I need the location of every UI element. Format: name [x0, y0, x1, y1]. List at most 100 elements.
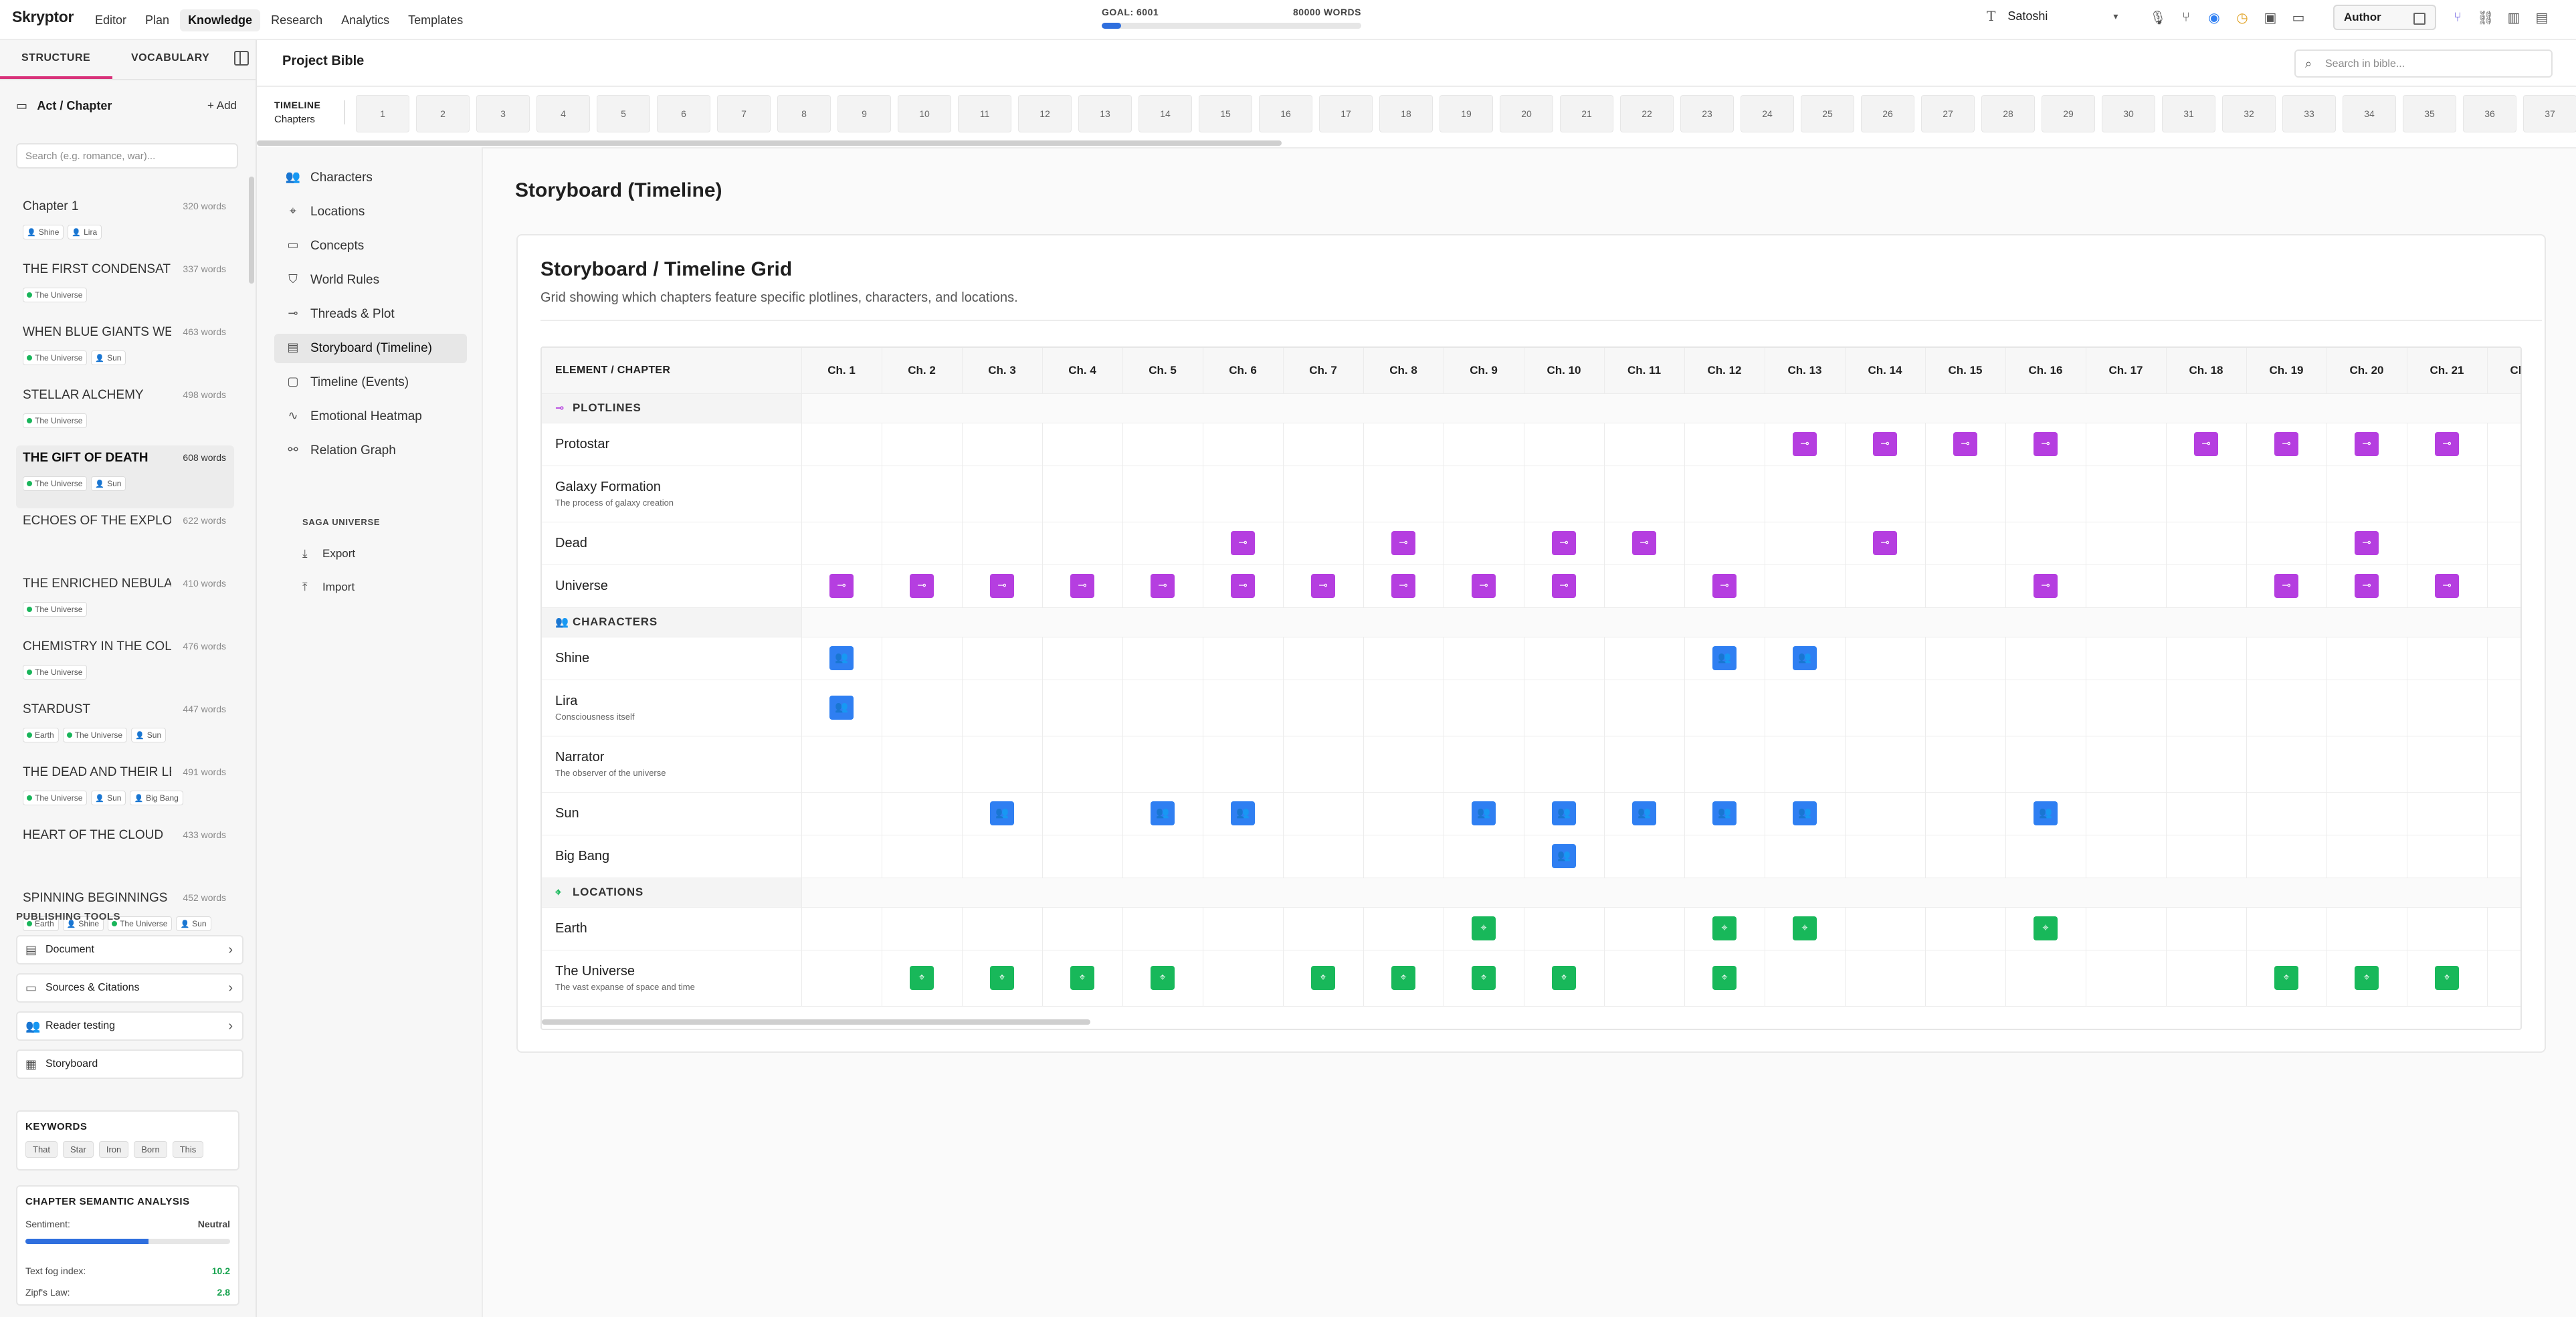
- timeline-chapter-cell[interactable]: 25: [1801, 95, 1854, 132]
- chapter-item[interactable]: THE DEAD AND THEIR LEGACY 491 words The Un…: [16, 760, 234, 823]
- grid-cell[interactable]: [2407, 792, 2488, 835]
- chapter-item[interactable]: ECHOES OF THE EXPLOSION 622 words: [16, 508, 234, 571]
- grid-cell[interactable]: 👥: [1765, 637, 1846, 680]
- grid-cell[interactable]: [2005, 637, 2086, 680]
- grid-cell[interactable]: [2166, 466, 2247, 522]
- chapter-column-header[interactable]: Ch. 11: [1604, 348, 1685, 394]
- plotline-marker[interactable]: ⊸: [1552, 531, 1576, 555]
- grid-cell[interactable]: [2246, 736, 2327, 793]
- grid-cell[interactable]: [1604, 423, 1685, 466]
- grid-cell[interactable]: [2005, 835, 2086, 878]
- grid-cell[interactable]: [1604, 637, 1685, 680]
- grid-cell[interactable]: [962, 637, 1043, 680]
- character-marker[interactable]: 👥: [829, 646, 854, 670]
- row-label[interactable]: Sun: [542, 792, 802, 835]
- location-marker[interactable]: ⌖: [910, 966, 934, 990]
- grid-cell[interactable]: [2487, 680, 2520, 736]
- location-marker[interactable]: ⌖: [1552, 966, 1576, 990]
- tag-chip[interactable]: Earth: [23, 728, 59, 742]
- chapter-item[interactable]: HEART OF THE CLOUD 433 words: [16, 823, 234, 886]
- chapter-item[interactable]: WHEN BLUE GIANTS WERE 463 words The Univer…: [16, 320, 234, 383]
- nav-item-analytics[interactable]: Analytics: [341, 13, 390, 27]
- grid-cell[interactable]: [1122, 423, 1203, 466]
- grid-cell[interactable]: [1925, 835, 2006, 878]
- grid-cell[interactable]: [2326, 792, 2407, 835]
- publishing-item[interactable]: ▭ Sources & Citations ›: [16, 973, 243, 1003]
- plotline-marker[interactable]: ⊸: [1151, 574, 1175, 598]
- grid-cell[interactable]: [1845, 907, 1926, 950]
- publishing-item[interactable]: 👥 Reader testing ›: [16, 1011, 243, 1041]
- grid-cell[interactable]: ⌖: [962, 950, 1043, 1007]
- timeline-chapter-cell[interactable]: 20: [1500, 95, 1553, 132]
- grid-cell[interactable]: ⌖: [1684, 950, 1765, 1007]
- grid-cell[interactable]: 👥: [1524, 835, 1605, 878]
- bible-nav-relation-graph[interactable]: ⚯ Relation Graph: [274, 436, 467, 466]
- grid-cell[interactable]: [2487, 835, 2520, 878]
- character-marker[interactable]: 👥: [829, 696, 854, 720]
- plotline-marker[interactable]: ⊸: [990, 574, 1014, 598]
- grid-cell[interactable]: [1444, 522, 1524, 565]
- grid-cell[interactable]: [1604, 907, 1685, 950]
- microphone-icon[interactable]: 🎙: [2149, 10, 2167, 25]
- grid-cell[interactable]: [2086, 736, 2167, 793]
- grid-cell[interactable]: 👥: [962, 792, 1043, 835]
- timeline-chapter-cell[interactable]: 12: [1018, 95, 1072, 132]
- grid-cell[interactable]: [2166, 680, 2247, 736]
- grid-cell[interactable]: [2326, 637, 2407, 680]
- grid-cell[interactable]: [2086, 522, 2167, 565]
- grid-cell[interactable]: ⊸: [1524, 522, 1605, 565]
- grid-cell[interactable]: [2246, 835, 2327, 878]
- chapter-item[interactable]: STELLAR ALCHEMY 498 words The Universe: [16, 383, 234, 445]
- grid-cell[interactable]: [1765, 736, 1846, 793]
- chapter-column-header[interactable]: Ch. 10: [1524, 348, 1605, 394]
- chapter-column-header[interactable]: Ch. 21: [2407, 348, 2488, 394]
- grid-cell[interactable]: [962, 907, 1043, 950]
- location-marker[interactable]: ⌖: [2274, 966, 2298, 990]
- timeline-chapter-cell[interactable]: 34: [2343, 95, 2396, 132]
- chapter-column-header[interactable]: Ch. 15: [1925, 348, 2006, 394]
- timeline-chapter-cell[interactable]: 11: [958, 95, 1011, 132]
- chapter-column-header[interactable]: Ch. 7: [1283, 348, 1364, 394]
- timeline-chapter-cell[interactable]: 21: [1560, 95, 1613, 132]
- grid-cell[interactable]: [1845, 736, 1926, 793]
- grid-cell[interactable]: [801, 835, 882, 878]
- grid-cell[interactable]: ⌖: [1122, 950, 1203, 1007]
- grid-cell[interactable]: ⊸: [1203, 522, 1284, 565]
- character-marker[interactable]: 👥: [1793, 801, 1817, 825]
- grid-cell[interactable]: [1042, 907, 1123, 950]
- grid-cell[interactable]: [1845, 950, 1926, 1007]
- sidebar-collapse-icon[interactable]: [234, 51, 249, 66]
- grid-cell[interactable]: ⊸: [2166, 423, 2247, 466]
- timeline-chapter-cell[interactable]: 22: [1620, 95, 1674, 132]
- grid-cell[interactable]: [1122, 907, 1203, 950]
- location-marker[interactable]: ⌖: [1793, 916, 1817, 940]
- location-marker[interactable]: ⌖: [2355, 966, 2379, 990]
- grid-cell[interactable]: [2086, 680, 2167, 736]
- grid-cell[interactable]: ⊸: [882, 565, 963, 608]
- grid-cell[interactable]: [1283, 835, 1364, 878]
- grid-cell[interactable]: [882, 637, 963, 680]
- grid-cell[interactable]: [1122, 522, 1203, 565]
- chapter-column-header[interactable]: Ch. 19: [2246, 348, 2327, 394]
- grid-cell[interactable]: [1925, 736, 2006, 793]
- character-marker[interactable]: 👥: [1712, 646, 1737, 670]
- grid-cell[interactable]: ⌖: [1444, 907, 1524, 950]
- app-logo[interactable]: Skryptor: [12, 8, 74, 25]
- plotline-marker[interactable]: ⊸: [829, 574, 854, 598]
- grid-cell[interactable]: [2487, 950, 2520, 1007]
- row-label[interactable]: Shine: [542, 637, 802, 680]
- grid-cell[interactable]: [2487, 423, 2520, 466]
- grid-cell[interactable]: [2086, 423, 2167, 466]
- timeline-chapter-cell[interactable]: 6: [657, 95, 710, 132]
- grid-cell[interactable]: [1604, 565, 1685, 608]
- bible-nav-characters[interactable]: 👥 Characters: [274, 163, 467, 193]
- grid-cell[interactable]: [1042, 522, 1123, 565]
- grid-cell[interactable]: [1363, 792, 1444, 835]
- tag-chip[interactable]: The Universe: [23, 476, 88, 491]
- tab-vocabulary[interactable]: VOCABULARY: [131, 52, 210, 64]
- grid-cell[interactable]: [2166, 522, 2247, 565]
- grid-cell[interactable]: [1684, 423, 1765, 466]
- grid-cell[interactable]: [1845, 466, 1926, 522]
- grid-cell[interactable]: [1363, 907, 1444, 950]
- row-label[interactable]: Lira Consciousness itself: [542, 680, 802, 736]
